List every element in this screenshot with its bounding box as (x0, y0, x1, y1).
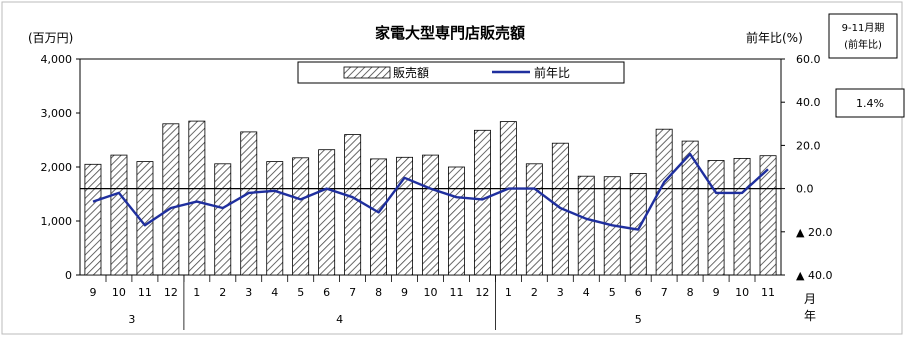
x-tick-label: 6 (635, 286, 642, 299)
x-tick-label: 8 (375, 286, 382, 299)
left-axis-unit: (百万円) (28, 31, 73, 45)
x-tick-label: 11 (138, 286, 152, 299)
y-right-tick-label: ▲ 20.0 (796, 226, 832, 239)
y-left-tick-label: 2,000 (41, 161, 73, 174)
yoy-line (92, 152, 769, 231)
year-label: 4 (336, 313, 343, 326)
x-tick-label: 1 (193, 286, 200, 299)
x-tick-label: 2 (219, 286, 226, 299)
x-tick-label: 10 (735, 286, 749, 299)
year-label: 3 (128, 313, 135, 326)
bar (759, 155, 777, 276)
bar (188, 120, 206, 276)
x-tick-label: 7 (661, 286, 668, 299)
x-tick-label: 2 (531, 286, 538, 299)
x-tick-label: 5 (297, 286, 304, 299)
chart-title: 家電大型専門店販売額 (375, 24, 525, 42)
bar (447, 166, 465, 276)
bar (266, 161, 284, 276)
x-tick-label: 5 (609, 286, 616, 299)
x-tick-label: 9 (401, 286, 408, 299)
x-tick-label: 3 (557, 286, 564, 299)
x-tick-label: 3 (245, 286, 252, 299)
period-value-box (835, 88, 905, 118)
bar (344, 134, 362, 276)
bar (84, 163, 102, 276)
bar (110, 154, 128, 276)
bar (136, 161, 154, 276)
x-tick-label: 1 (505, 286, 512, 299)
y-right-tick-label: 20.0 (796, 139, 821, 152)
legend-line-label: 前年比 (534, 65, 570, 80)
line-layer (92, 152, 769, 231)
bar (318, 149, 336, 276)
x-tick-label: 9 (713, 286, 720, 299)
bar (577, 175, 595, 276)
legend-bar-swatch (343, 66, 391, 79)
bar (707, 160, 725, 276)
x-tick-label: 12 (475, 286, 489, 299)
bar (214, 163, 232, 276)
x-tick-label: 4 (583, 286, 590, 299)
month-unit-label: 月 (804, 292, 816, 306)
bar (629, 173, 647, 276)
year-unit-label: 年 (804, 309, 816, 323)
y-right-tick-label: 60.0 (796, 53, 821, 66)
x-tick-label: 12 (164, 286, 178, 299)
bar (525, 163, 543, 276)
bar (655, 128, 673, 276)
bars-layer (84, 120, 777, 276)
bar (292, 157, 310, 276)
y-left-tick-label: 4,000 (41, 53, 73, 66)
y-left-tick-label: 3,000 (41, 107, 73, 120)
bar (499, 121, 517, 276)
y-right-tick-label: 0.0 (796, 183, 814, 196)
bar (681, 140, 699, 276)
x-tick-label: 4 (271, 286, 278, 299)
y-right-tick-label: 40.0 (796, 96, 821, 109)
bar (733, 157, 751, 276)
bar (396, 156, 414, 276)
x-tick-label: 8 (687, 286, 694, 299)
year-label: 5 (635, 313, 642, 326)
outer-frame (1, 1, 903, 335)
x-tick-label: 11 (761, 286, 775, 299)
legend-bar-label: 販売額 (393, 65, 429, 80)
x-tick-label: 10 (112, 286, 126, 299)
bar (240, 131, 258, 276)
y-right-tick-label: ▲ 40.0 (796, 269, 832, 282)
period-label: 9-11月期 (842, 22, 885, 34)
y-left-tick-label: 0 (65, 269, 72, 282)
y-left-tick-label: 1,000 (41, 215, 73, 228)
x-tick-label: 9 (90, 286, 97, 299)
period-label-box (828, 13, 898, 59)
x-tick-label: 7 (349, 286, 356, 299)
x-tick-label: 6 (323, 286, 330, 299)
bar (162, 123, 180, 276)
period-sublabel: (前年比) (844, 38, 882, 51)
bar (370, 158, 388, 276)
period-value: 1.4% (856, 97, 884, 110)
x-tick-label: 10 (424, 286, 438, 299)
bar (422, 154, 440, 276)
bar (473, 129, 491, 276)
right-axis-unit: 前年比(%) (746, 30, 803, 45)
x-tick-label: 11 (450, 286, 464, 299)
axes-layer: 0 1,000 2,000 3,000 4,000 ▲ 40.0 ▲ 20.0 0.0 20.0… (41, 53, 832, 330)
